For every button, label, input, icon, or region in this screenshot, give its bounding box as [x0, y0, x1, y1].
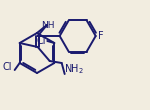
- Text: Cl: Cl: [3, 62, 12, 72]
- Text: F: F: [98, 31, 103, 41]
- Text: NH: NH: [41, 21, 55, 30]
- Text: NH$_2$: NH$_2$: [64, 62, 84, 76]
- Text: Cl: Cl: [36, 36, 46, 46]
